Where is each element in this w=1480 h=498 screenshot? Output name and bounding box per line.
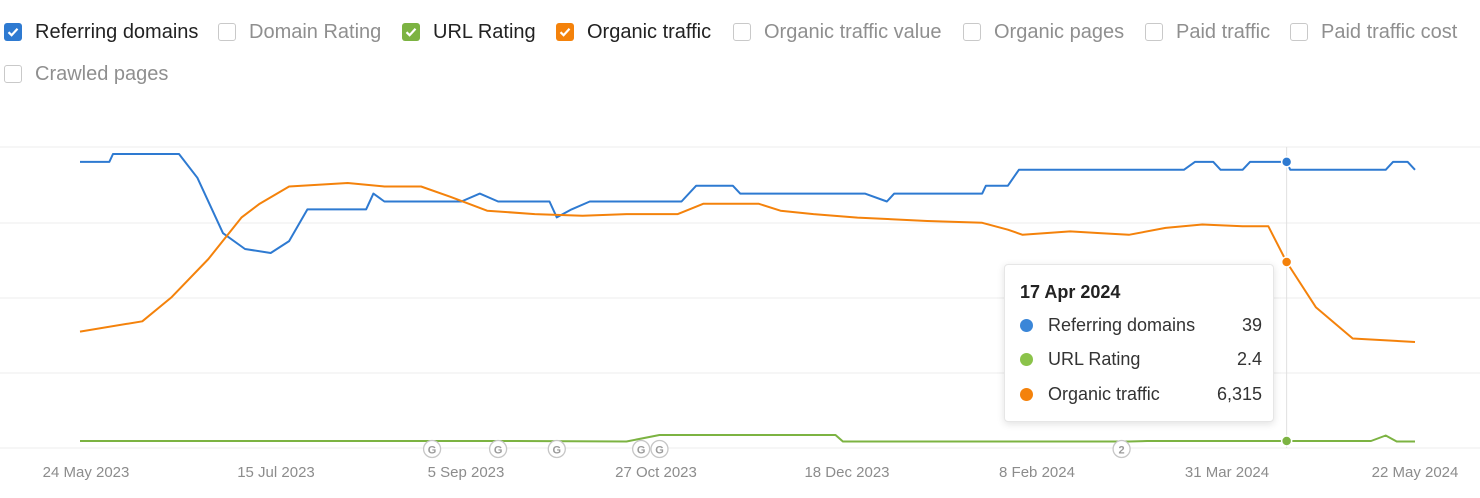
x-tick-label: 18 Dec 2023	[804, 464, 889, 481]
legend-label: Referring domains	[35, 20, 199, 43]
hover-tooltip: 17 Apr 2024 Referring domains 39 URL Rat…	[1004, 264, 1274, 422]
checkbox-unchecked-icon[interactable]	[733, 23, 751, 41]
series-dot-icon	[1020, 318, 1033, 332]
checkbox-checked-icon[interactable]	[402, 23, 420, 41]
series-line	[79, 182, 1416, 343]
tooltip-row-organic-traffic: Organic traffic 6,315	[1020, 382, 1262, 406]
tooltip-series-value: 6,315	[1216, 383, 1262, 404]
legend-label: URL Rating	[433, 20, 536, 43]
checkbox-unchecked-icon[interactable]	[4, 65, 22, 83]
legend-label: Organic traffic	[587, 20, 712, 43]
annotation-marker-label: G	[428, 445, 437, 457]
legend-item-domain-rating[interactable]: Domain Rating	[218, 18, 381, 46]
annotation-marker-label: 2	[1119, 445, 1125, 457]
x-tick-label: 5 Sep 2023	[428, 464, 505, 481]
legend-item-paid-traffic-cost[interactable]: Paid traffic cost	[1290, 18, 1457, 46]
legend-item-crawled-pages[interactable]: Crawled pages	[4, 60, 168, 88]
tooltip-series-name: Organic traffic	[1048, 383, 1160, 404]
legend-item-organic-pages[interactable]: Organic pages	[963, 18, 1124, 46]
legend-item-url-rating[interactable]: URL Rating	[402, 18, 536, 46]
legend-item-organic-traffic-value[interactable]: Organic traffic value	[733, 18, 942, 46]
x-tick-label: 24 May 2023	[43, 464, 130, 481]
x-tick-label: 8 Feb 2024	[999, 464, 1075, 481]
legend-label: Domain Rating	[249, 20, 382, 43]
legend-label: Crawled pages	[35, 62, 169, 85]
annotation-marker-label: G	[494, 445, 503, 457]
x-tick-label: 31 Mar 2024	[1185, 464, 1269, 481]
tooltip-date: 17 Apr 2024	[1020, 282, 1121, 302]
legend-label: Organic pages	[994, 20, 1125, 43]
tooltip-row-url-rating: URL Rating 2.4	[1020, 347, 1262, 371]
checkbox-checked-icon[interactable]	[556, 23, 574, 41]
annotation-marker-icon	[650, 439, 669, 459]
hover-marker	[1280, 156, 1293, 168]
legend-label: Paid traffic	[1176, 20, 1271, 43]
checkbox-unchecked-icon[interactable]	[218, 23, 236, 41]
tooltip-series-name: Referring domains	[1048, 314, 1196, 335]
series-line	[80, 153, 1416, 254]
series-dot-icon	[1020, 352, 1033, 366]
tooltip-series-value: 2.4	[1236, 348, 1262, 369]
series-line	[80, 434, 1415, 443]
legend-item-paid-traffic[interactable]: Paid traffic	[1145, 18, 1270, 46]
annotation-marker-icon	[488, 439, 508, 459]
tooltip-row-referring-domains: Referring domains 39	[1020, 313, 1262, 337]
legend-item-organic-traffic[interactable]: Organic traffic	[556, 18, 711, 46]
checkbox-checked-icon[interactable]	[4, 23, 22, 41]
annotation-marker-icon	[631, 439, 651, 459]
annotation-marker-icon	[422, 439, 442, 459]
annotation-marker-icon	[1112, 439, 1131, 459]
x-tick-label: 27 Oct 2023	[615, 464, 697, 481]
checkbox-unchecked-icon[interactable]	[963, 23, 981, 41]
x-tick-label: 22 May 2024	[1372, 464, 1459, 481]
hover-marker	[1280, 256, 1293, 268]
annotation-marker-label: G	[637, 445, 646, 457]
series-dot-icon	[1020, 387, 1033, 401]
annotation-marker-icon	[547, 439, 566, 459]
legend-label: Organic traffic value	[764, 20, 942, 43]
checkbox-unchecked-icon[interactable]	[1145, 23, 1163, 41]
annotation-marker-label: G	[553, 445, 562, 457]
hover-marker	[1280, 435, 1293, 447]
legend-item-referring-domains[interactable]: Referring domains	[4, 18, 198, 46]
tooltip-series-value: 39	[1241, 314, 1262, 335]
tooltip-series-name: URL Rating	[1048, 348, 1141, 369]
x-tick-label: 15 Jul 2023	[237, 464, 315, 481]
annotation-marker-label: G	[655, 445, 664, 457]
legend-label: Paid traffic cost	[1321, 20, 1458, 43]
checkbox-unchecked-icon[interactable]	[1290, 23, 1308, 41]
